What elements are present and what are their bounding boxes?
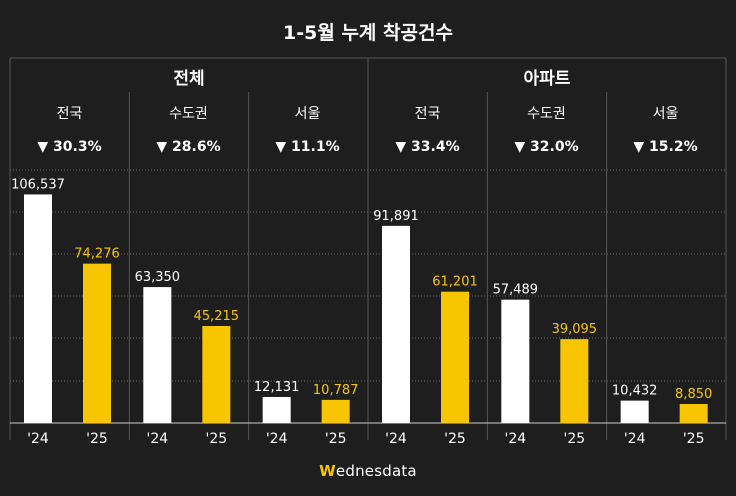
x-tick-label: '25 xyxy=(205,431,227,447)
bar xyxy=(679,404,708,423)
region-label-apt-seoul: 서울 xyxy=(652,106,679,122)
change-apt-nation: ▼ 33.4% xyxy=(395,139,460,155)
bar-value-label: 63,350 xyxy=(135,270,181,285)
bar-value-label: 61,201 xyxy=(432,275,478,290)
x-tick-label: '24 xyxy=(385,431,407,447)
x-tick-label: '24 xyxy=(504,431,526,447)
bar-value-label: 91,891 xyxy=(373,209,419,224)
bar-value-label: 57,489 xyxy=(493,283,539,298)
x-tick-label: '25 xyxy=(563,431,585,447)
x-tick-label: '24 xyxy=(146,431,168,447)
change-apt-capital: ▼ 32.0% xyxy=(514,139,579,155)
bar xyxy=(321,399,350,423)
group-title-total: 전체 xyxy=(173,69,205,89)
bar-value-label: 8,850 xyxy=(675,387,712,402)
bar-value-label: 106,537 xyxy=(11,177,65,192)
bar xyxy=(620,400,649,423)
chart-title: 1-5월 누계 착공건수 xyxy=(283,22,453,44)
bar xyxy=(143,287,172,423)
change-apt-seoul: ▼ 15.2% xyxy=(633,139,698,155)
bar-value-label: 39,095 xyxy=(552,322,598,337)
region-label-total-nation: 전국 xyxy=(56,106,83,122)
region-label-total-capital: 수도권 xyxy=(169,106,208,122)
region-label-apt-nation: 전국 xyxy=(414,106,441,122)
x-tick-label: '25 xyxy=(325,431,347,447)
bar-value-label: 74,276 xyxy=(74,247,120,262)
x-tick-label: '24 xyxy=(624,431,646,447)
change-total-nation: ▼ 30.3% xyxy=(37,139,102,155)
region-label-apt-capital: 수도권 xyxy=(527,106,566,122)
x-tick-label: '24 xyxy=(27,431,49,447)
bar-value-label: 10,432 xyxy=(612,384,658,399)
x-tick-label: '24 xyxy=(266,431,288,447)
change-total-seoul: ▼ 11.1% xyxy=(275,139,340,155)
bar-value-label: 12,131 xyxy=(254,380,300,395)
group-title-apartment: 아파트 xyxy=(523,69,571,89)
bar-value-label: 45,215 xyxy=(194,309,240,324)
bar xyxy=(262,396,291,423)
brand-logo-mark: W xyxy=(319,462,336,480)
bar xyxy=(382,225,410,423)
bar xyxy=(24,194,52,423)
bar xyxy=(83,263,111,423)
brand-logo-text: ednesdata xyxy=(335,462,417,480)
change-total-capital: ▼ 28.6% xyxy=(156,139,221,155)
x-tick-label: '25 xyxy=(86,431,108,447)
bar xyxy=(560,339,589,423)
region-label-total-seoul: 서울 xyxy=(294,106,321,122)
bar xyxy=(501,299,530,423)
x-tick-label: '25 xyxy=(444,431,466,447)
bar xyxy=(202,325,231,423)
brand-logo: Wednesdata xyxy=(0,462,736,480)
bar xyxy=(441,291,469,423)
x-tick-label: '25 xyxy=(683,431,705,447)
bar-value-label: 10,787 xyxy=(313,383,359,398)
